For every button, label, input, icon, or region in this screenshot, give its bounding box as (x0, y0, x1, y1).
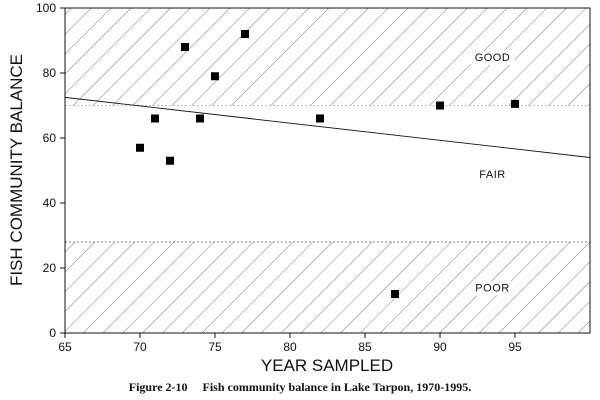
points-layer (136, 30, 519, 298)
axes-layer: 65 70 75 80 85 90 95 0 20 40 60 80 100 (36, 1, 522, 354)
data-point (136, 143, 144, 152)
x-tick-label: 85 (358, 340, 372, 354)
data-point (196, 114, 204, 123)
band-label-poor: POOR (475, 283, 509, 295)
x-tick-label: 70 (133, 340, 147, 354)
y-tick-label: 60 (43, 131, 57, 145)
x-tick-label: 80 (283, 340, 297, 354)
data-point (316, 114, 324, 123)
band-label-bg (475, 167, 510, 182)
trend-layer (65, 96, 590, 158)
x-tick-label: 90 (433, 340, 447, 354)
y-tick-label: 40 (43, 196, 57, 210)
band-labels-layer: GOOD FAIR POOR (470, 50, 515, 296)
bands-layer (65, 8, 590, 333)
band-label-bg (470, 50, 515, 65)
trend-line (65, 96, 590, 158)
y-tick-label: 80 (43, 66, 57, 80)
band-fair (65, 105, 590, 242)
data-point (436, 101, 444, 110)
y-tick-label: 20 (43, 261, 57, 275)
data-point (391, 290, 399, 298)
y-axis-title: FISH COMMUNITY BALANCE (7, 54, 26, 286)
x-tick-label: 75 (208, 340, 222, 354)
data-point (166, 156, 174, 165)
band-label-fair: FAIR (479, 169, 505, 181)
data-point (211, 72, 219, 81)
y-tick-label: 100 (36, 1, 56, 15)
x-tick-label: 65 (58, 340, 72, 354)
data-point (511, 99, 519, 108)
band-label-good: GOOD (475, 52, 511, 64)
data-point (241, 30, 249, 38)
band-label-bg (471, 281, 514, 296)
figure-caption: Figure 2-10 Fish community balance in La… (129, 380, 471, 394)
x-axis-title: YEAR SAMPLED (261, 356, 393, 375)
data-point (151, 114, 159, 123)
x-tick-label: 95 (508, 340, 522, 354)
plot-frame (64, 7, 591, 334)
y-tick-label: 0 (49, 326, 56, 340)
data-point (181, 43, 189, 51)
